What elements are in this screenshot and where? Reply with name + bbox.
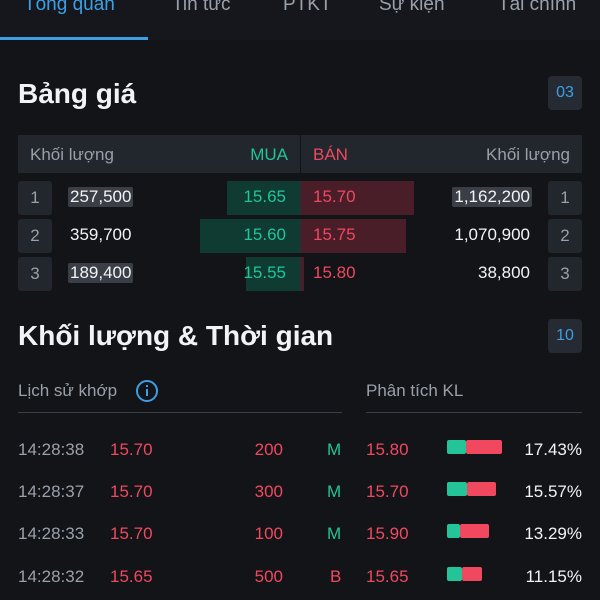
buy-price[interactable]: 15.55 (243, 263, 286, 282)
sell-depth-bar (301, 181, 414, 215)
trade-price: 15.70 (110, 482, 153, 501)
analysis-sell-bar (462, 567, 482, 581)
trade-price: 15.65 (110, 567, 153, 586)
sell-depth-bar (301, 219, 406, 253)
sell-price[interactable]: 15.80 (313, 263, 356, 282)
match-history-label[interactable]: Lịch sử khớp (18, 381, 118, 400)
history-divider (18, 412, 342, 413)
buy-price[interactable]: 15.60 (243, 225, 286, 244)
analysis-row: 15.65 11.15% (0, 567, 600, 597)
order-book-row: 1 257,500 15.65 15.70 1,162,200 1 (0, 181, 600, 215)
buy-volume: 359,700 (70, 225, 132, 244)
order-book-depth-badge[interactable]: 03 (548, 76, 582, 110)
buy-volume: 189,400 (68, 263, 134, 283)
tab-overview[interactable]: Tổng quan (24, 0, 115, 15)
tab-bar: Tổng quan Tin tức PTKT Sự kiện Tài chính (0, 0, 600, 40)
sell-level-index: 1 (548, 181, 582, 215)
analysis-buy-bar (447, 524, 460, 538)
analysis-percent: 13.29% (524, 524, 582, 543)
buy-depth-bar (227, 181, 300, 215)
sell-volume: 1,070,900 (454, 225, 530, 244)
analysis-row: 15.80 17.43% (0, 440, 600, 470)
tab-events[interactable]: Sự kiện (379, 0, 445, 15)
tab-news[interactable]: Tin tức (172, 0, 231, 15)
sell-level-index: 2 (548, 219, 582, 253)
order-book-title: Bảng giá (18, 78, 137, 109)
buy-volume-header: Khối lượng (30, 145, 114, 164)
analysis-row: 15.90 13.29% (0, 524, 600, 554)
trade-side: M (327, 524, 342, 543)
analysis-price: 15.65 (366, 567, 409, 586)
buy-level-index: 1 (18, 181, 52, 215)
analysis-percent: 11.15% (525, 567, 582, 586)
analysis-buy-bar (447, 482, 467, 496)
row-divider (300, 219, 301, 253)
analysis-sell-bar (467, 482, 496, 496)
analysis-price: 15.70 (366, 482, 409, 501)
sell-header: BÁN (313, 145, 348, 164)
trade-time: 14:28:38 (18, 440, 85, 459)
sell-volume-header: Khối lượng (486, 145, 570, 164)
tab-technical[interactable]: PTKT (283, 0, 332, 15)
trade-row: 14:28:37 15.70 300 M (0, 482, 600, 512)
analysis-buy-bar (447, 567, 462, 581)
sell-depth-bar (301, 257, 304, 291)
analysis-price: 15.90 (366, 524, 409, 543)
active-tab-indicator (0, 37, 148, 40)
trade-time: 14:28:32 (18, 567, 85, 586)
volume-time-count-badge[interactable]: 10 (548, 319, 582, 353)
trade-price: 15.70 (110, 440, 153, 459)
analysis-percent: 15.57% (524, 482, 582, 501)
trade-side: M (327, 482, 342, 501)
sell-price[interactable]: 15.70 (313, 187, 356, 206)
sell-price[interactable]: 15.75 (313, 225, 356, 244)
trade-side: B (330, 567, 342, 586)
row-divider (300, 181, 301, 215)
buy-volume: 257,500 (68, 187, 134, 207)
trade-volume: 500 (254, 567, 283, 586)
trade-volume: 200 (254, 440, 283, 459)
buy-level-index: 2 (18, 219, 52, 253)
analysis-divider (366, 412, 582, 413)
buy-price[interactable]: 15.65 (243, 187, 286, 206)
analysis-sell-bar (460, 524, 489, 538)
trade-volume: 300 (254, 482, 283, 501)
sell-volume: 1,162,200 (452, 187, 532, 207)
volume-time-title: Khối lượng & Thời gian (18, 320, 334, 351)
volume-analysis-label[interactable]: Phân tích KL (366, 381, 464, 400)
analysis-buy-bar (447, 440, 466, 454)
sell-volume: 38,800 (478, 263, 530, 282)
analysis-row: 15.70 15.57% (0, 482, 600, 512)
info-icon[interactable] (135, 379, 159, 408)
analysis-price: 15.80 (366, 440, 409, 459)
order-book-row: 2 359,700 15.60 15.75 1,070,900 2 (0, 219, 600, 253)
header-divider (300, 135, 301, 173)
trade-row: 14:28:32 15.65 500 B (0, 567, 600, 597)
buy-depth-bar (246, 257, 300, 291)
trade-volume: 100 (254, 524, 283, 543)
analysis-sell-bar (466, 440, 502, 454)
trade-time: 14:28:37 (18, 482, 85, 501)
trade-row: 14:28:38 15.70 200 M (0, 440, 600, 470)
row-divider (300, 257, 301, 291)
sell-level-index: 3 (548, 257, 582, 291)
buy-header: MUA (250, 145, 288, 164)
order-book-row: 3 189,400 15.55 15.80 38,800 3 (0, 257, 600, 291)
trade-row: 14:28:33 15.70 100 M (0, 524, 600, 554)
order-book-header: Khối lượng MUA BÁN Khối lượng (18, 135, 582, 173)
trade-side: M (327, 440, 342, 459)
tab-finance[interactable]: Tài chính (498, 0, 577, 15)
trade-time: 14:28:33 (18, 524, 85, 543)
trade-price: 15.70 (110, 524, 153, 543)
buy-level-index: 3 (18, 257, 52, 291)
buy-depth-bar (200, 219, 300, 253)
analysis-percent: 17.43% (524, 440, 582, 459)
